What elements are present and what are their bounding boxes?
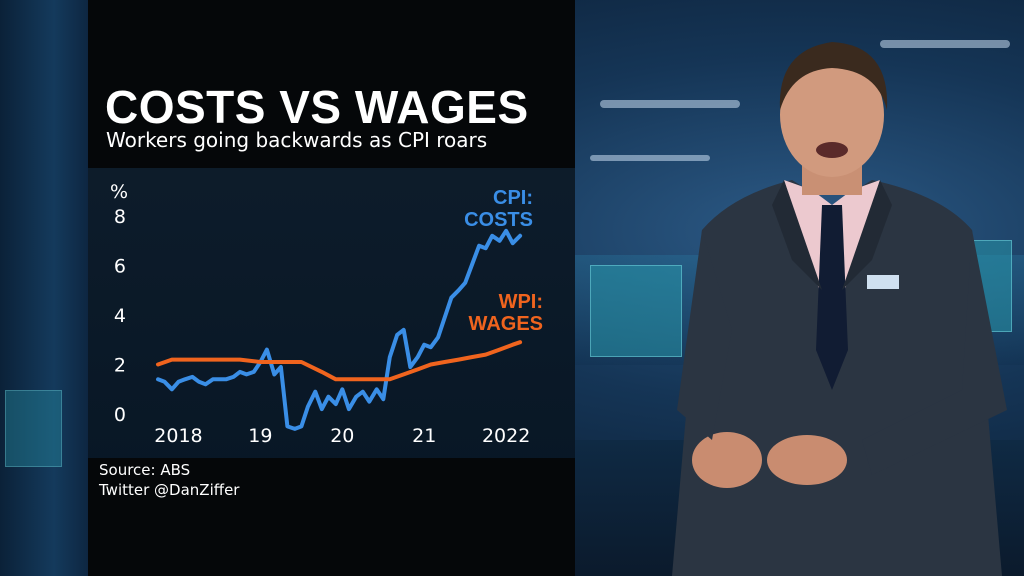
y-tick-label: 0	[114, 404, 126, 426]
chart-series	[156, 228, 523, 431]
cpi-costs-line	[156, 228, 523, 431]
cpi-costs-label: CPI:	[493, 187, 533, 209]
y-axis-unit-label: %	[110, 181, 128, 203]
y-tick-label: 6	[114, 256, 126, 278]
graphic-subtitle: Workers going backwards as CPI roars	[106, 128, 488, 152]
y-axis-ticks: 0 2 4 6 8	[114, 206, 126, 426]
x-axis-ticks: 2018 19 20 21 2022	[154, 425, 530, 447]
studio-monitor	[590, 265, 682, 357]
ceiling-light	[880, 40, 1010, 48]
wpi-wages-line	[156, 340, 523, 382]
y-tick-label: 4	[114, 305, 126, 327]
costs-vs-wages-line-chart: % 0 2 4 6 8 2018 19 20 21 2022 CPI:COSTS WPI:WAGE…	[110, 181, 543, 447]
chart-background	[88, 168, 575, 458]
x-tick-label: 2022	[482, 425, 530, 447]
y-tick-label: 8	[114, 206, 126, 228]
y-tick-label: 2	[114, 355, 126, 377]
wpi-wages-label: WPI:	[499, 291, 543, 313]
ceiling-light	[600, 100, 740, 108]
cpi-costs-label: COSTS	[464, 209, 533, 231]
x-tick-label: 2018	[154, 425, 202, 447]
studio-left-edge	[0, 0, 90, 576]
x-tick-label: 19	[248, 425, 272, 447]
series-labels: CPI:COSTS WPI:WAGES	[464, 187, 543, 335]
graphic-title: COSTS VS WAGES	[105, 81, 529, 133]
x-tick-label: 21	[412, 425, 436, 447]
twitter-credit: Twitter @DanZiffer	[99, 481, 240, 499]
ceiling-light	[590, 155, 710, 161]
wpi-wages-label: WAGES	[469, 313, 543, 335]
x-tick-label: 20	[330, 425, 354, 447]
studio-monitor	[5, 390, 62, 467]
presenter	[672, 42, 1007, 576]
source-credit: Source: ABS	[99, 461, 191, 479]
